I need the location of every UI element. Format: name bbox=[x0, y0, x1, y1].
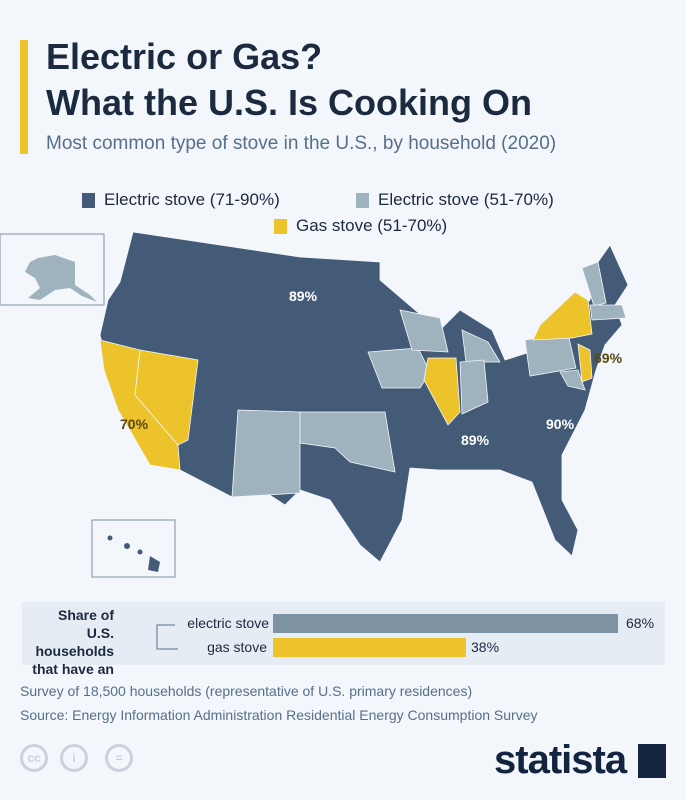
state-new-york bbox=[532, 291, 593, 341]
label-north-dakota: 89% bbox=[289, 288, 318, 304]
label-new-jersey: 69% bbox=[594, 350, 623, 366]
legend-swatch bbox=[356, 192, 369, 208]
state-oklahoma bbox=[299, 411, 396, 473]
subtitle: Most common type of stove in the U.S., b… bbox=[46, 133, 557, 154]
state-vermont-new-hampshire bbox=[581, 261, 607, 307]
state-nevada bbox=[134, 349, 199, 446]
survey-note: Survey of 18,500 households (representat… bbox=[20, 683, 473, 699]
state-massachusetts bbox=[589, 304, 627, 321]
label-tennessee: 89% bbox=[461, 432, 490, 448]
bar-gas bbox=[273, 638, 466, 657]
title-line-2: What the U.S. Is Cooking On bbox=[46, 82, 532, 123]
bar-label-gas: gas stove bbox=[207, 639, 267, 655]
state-hawaii bbox=[107, 535, 160, 572]
bar-value-gas: 38% bbox=[471, 639, 500, 655]
alaska-inset-frame bbox=[0, 233, 105, 306]
state-michigan bbox=[461, 329, 501, 363]
legend-label: Electric stove (71-90%) bbox=[104, 190, 280, 209]
source-note: Source: Energy Information Administratio… bbox=[20, 707, 538, 723]
share-heading: Share of U.S. households that have an bbox=[32, 607, 114, 677]
bracket-connector bbox=[156, 624, 178, 650]
legend-swatch bbox=[274, 218, 287, 234]
bar-value-electric: 68% bbox=[626, 615, 655, 631]
statista-logo[interactable]: statista bbox=[494, 738, 627, 782]
state-illinois bbox=[423, 357, 461, 426]
legend-item-gas: Gas stove (51-70%) bbox=[274, 216, 447, 236]
state-new-mexico bbox=[231, 409, 301, 498]
label-north-carolina: 90% bbox=[546, 416, 575, 432]
state-new-jersey bbox=[577, 343, 593, 383]
state-maryland-delaware bbox=[559, 369, 586, 391]
hawaii-inset-frame bbox=[91, 519, 176, 578]
conus-electric-high bbox=[99, 231, 629, 563]
statista-logo-mark-icon bbox=[638, 744, 666, 778]
page-title: Electric or Gas? What the U.S. Is Cookin… bbox=[46, 34, 532, 126]
nd-icon[interactable]: = bbox=[105, 744, 133, 772]
state-alaska bbox=[25, 255, 97, 302]
us-map bbox=[0, 231, 629, 578]
legend-label: Gas stove (51-70%) bbox=[296, 216, 448, 235]
legend-item-electric-high: Electric stove (71-90%) bbox=[82, 190, 280, 210]
legend-item-electric-mid: Electric stove (51-70%) bbox=[356, 190, 554, 210]
state-wisconsin bbox=[399, 309, 449, 353]
share-panel: Share of U.S. households that have an el… bbox=[22, 602, 665, 677]
accent-bar bbox=[20, 40, 28, 154]
label-california: 70% bbox=[120, 416, 149, 432]
by-icon[interactable]: i bbox=[60, 744, 88, 772]
cc-icon[interactable]: cc bbox=[20, 744, 48, 772]
legend-label: Electric stove (51-70%) bbox=[378, 190, 554, 209]
state-indiana bbox=[459, 359, 489, 415]
title-line-1: Electric or Gas? bbox=[46, 36, 323, 77]
legend-swatch bbox=[82, 192, 95, 208]
bar-label-electric: electric stove bbox=[187, 615, 269, 631]
bar-electric bbox=[273, 614, 618, 633]
